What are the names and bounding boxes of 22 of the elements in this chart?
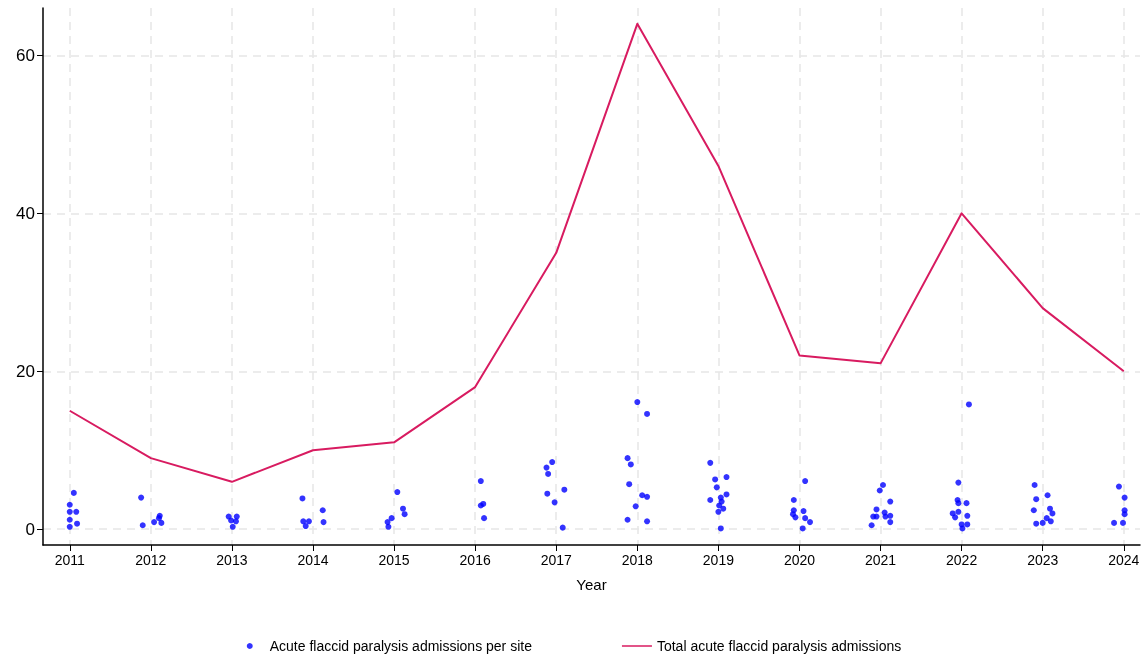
y-tick-label: 20 <box>16 361 35 381</box>
x-tick-label: 2018 <box>621 552 654 568</box>
x-tick-label: 2021 <box>864 552 897 568</box>
y-tick-label: 0 <box>25 519 35 539</box>
x-tick-label: 2024 <box>1108 552 1140 568</box>
legend-label: Total acute flaccid paralysis admissions <box>656 638 902 654</box>
x-tick-label: 2015 <box>378 552 410 568</box>
x-tick-label: 2012 <box>135 552 167 568</box>
x-tick-label: 2023 <box>1027 552 1059 568</box>
y-tick-label: 60 <box>16 45 35 65</box>
x-tick-label: 2017 <box>540 552 573 568</box>
x-axis-title: Year <box>576 576 607 593</box>
x-tick-label: 2019 <box>702 552 735 568</box>
line-series <box>68 22 1125 483</box>
legend-label: Acute flaccid paralysis admissions per site <box>269 638 533 654</box>
x-tick-label: 2013 <box>216 552 248 568</box>
x-tick-label: 2011 <box>54 552 86 568</box>
x-tick-label: 2014 <box>297 552 329 568</box>
x-tick-label: 2016 <box>459 552 491 568</box>
x-tick-label: 2022 <box>946 552 978 568</box>
x-tick-label: 2020 <box>783 552 816 568</box>
y-tick-label: 40 <box>16 203 35 223</box>
